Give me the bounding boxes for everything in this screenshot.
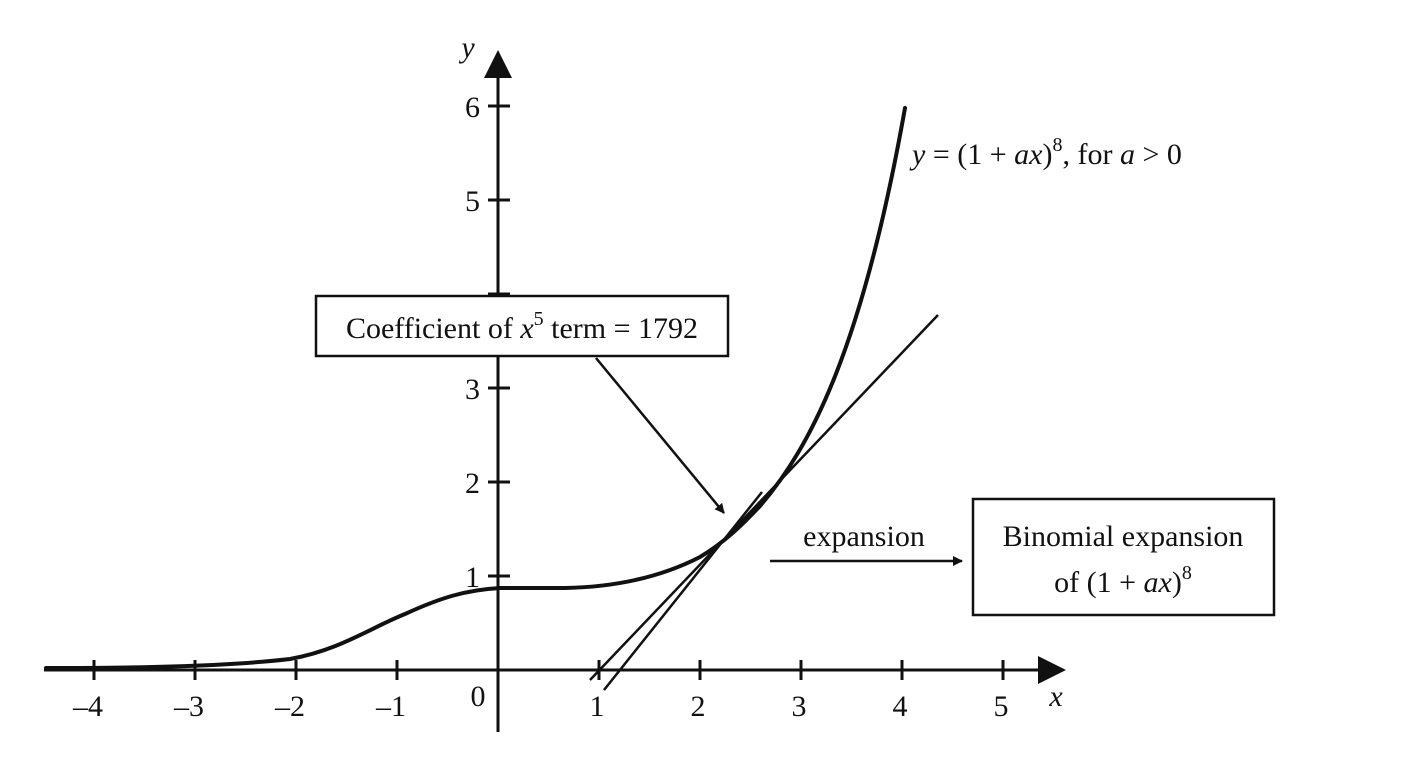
binomial-curve [44,106,907,670]
coefficient-callout: Coefficient of x5 term = 1792 [314,294,730,514]
x-tick-label: 1 [590,690,605,723]
curve-label: y = (1 + ax)8, for a > 0 [909,134,1182,171]
coefficient-arrow [595,357,725,514]
x-tick-label: 3 [792,690,807,723]
x-axis-arrowhead [1038,656,1066,684]
binomial-callout: Binomial expansion of (1 + ax)8 [971,497,1276,617]
y-tick-label: 5 [465,185,480,218]
x-tick-label: 5 [994,690,1009,723]
expansion-callout: expansion [770,520,963,566]
origin-label: 0 [471,680,486,713]
y-ticks [488,104,510,578]
y-axis-arrowhead [484,50,512,78]
binomial-line-2: of (1 + ax)8 [1054,562,1192,599]
x-axis-label: x [1048,680,1063,713]
y-tick-label: 6 [465,91,480,124]
x-tick-label: –4 [72,690,103,723]
tangent-line-lower [603,491,763,691]
x-tick-labels: –4 –3 –2 –1 1 2 3 4 5 [72,690,1009,723]
coefficient-text: Coefficient of x5 term = 1792 [346,308,698,345]
x-tick-label: 2 [691,690,706,723]
tangent-line-upper [589,314,939,681]
x-tick-label: –1 [375,690,406,723]
x-tick-label: –3 [173,690,204,723]
x-tick-label: –2 [274,690,305,723]
axes: –4 –3 –2 –1 1 2 3 4 5 1 2 3 5 6 0 x y [44,31,1066,732]
y-tick-label: 1 [465,561,480,594]
expansion-label: expansion [803,520,925,553]
y-axis-label: y [458,31,475,64]
x-tick-label: 4 [893,690,908,723]
y-tick-labels: 1 2 3 5 6 [465,91,480,594]
binomial-box [971,497,1276,617]
y-tick-label: 3 [465,373,480,406]
coefficient-box [314,294,730,358]
y-tick-label: 2 [465,467,480,500]
binomial-line-1: Binomial expansion [1003,520,1244,553]
x-ticks [92,660,1005,680]
